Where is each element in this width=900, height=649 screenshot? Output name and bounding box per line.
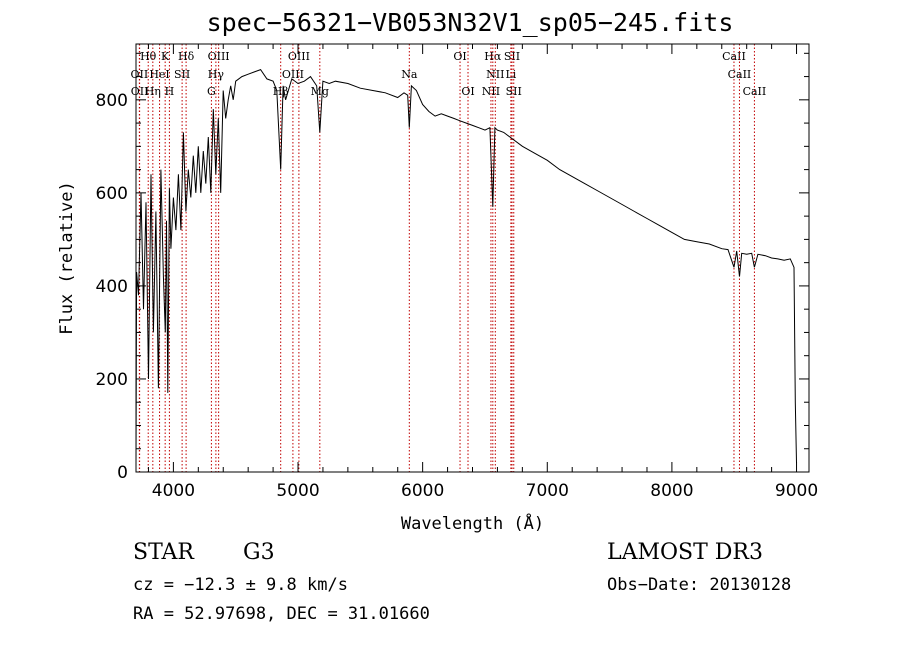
- y-axis-label: Flux (relative): [57, 181, 77, 335]
- x-tick-label: 5000: [276, 481, 319, 501]
- y-tick-label: 600: [96, 184, 128, 204]
- line-marker-label: CaII: [743, 85, 767, 98]
- line-marker-label: NII: [482, 85, 500, 98]
- y-tick-label: 0: [117, 463, 128, 483]
- x-axis-label: Wavelength (Å): [401, 512, 544, 534]
- y-tick-label: 200: [96, 370, 128, 390]
- line-marker-label: OIII: [282, 68, 304, 81]
- object-subclass: G3: [243, 540, 275, 565]
- line-marker-label: SII: [506, 85, 522, 98]
- redshift-cz: cz = −12.3 ± 9.8 km/s: [133, 575, 348, 595]
- line-marker-label: OI: [461, 85, 474, 98]
- observation-date: Obs−Date: 20130128: [607, 575, 792, 595]
- line-marker-label: SII: [174, 68, 190, 81]
- y-tick-label: 800: [96, 91, 128, 111]
- line-marker-label: OII: [131, 85, 149, 98]
- plot-frame: [135, 43, 810, 473]
- line-marker-label: OI: [453, 50, 466, 63]
- line-marker-label: CaII: [728, 68, 752, 81]
- line-marker-label: Hγ: [208, 68, 225, 81]
- line-marker-label: Hθ: [140, 50, 157, 63]
- y-tick-label: 400: [96, 277, 128, 297]
- chart-title: spec−56321−VB053N32V1_sp05−245.fits: [206, 8, 734, 37]
- spectrum-line: [135, 68, 797, 463]
- x-tick-label: 7000: [526, 481, 569, 501]
- line-marker-label: Li: [505, 68, 516, 81]
- line-marker-label: Hδ: [178, 50, 195, 63]
- survey-name: LAMOST DR3: [607, 540, 763, 565]
- line-marker-label: NII: [486, 68, 504, 81]
- x-tick-label: 8000: [650, 481, 693, 501]
- ra-dec-coordinates: RA = 52.97698, DEC = 31.01660: [133, 604, 430, 624]
- line-marker-label: Hα: [484, 50, 502, 63]
- x-tick-label: 4000: [152, 481, 195, 501]
- x-tick-label: 6000: [401, 481, 444, 501]
- line-marker-label: HeI: [149, 68, 169, 81]
- line-marker-label: K: [161, 50, 170, 63]
- line-marker-label: Hη: [145, 85, 161, 98]
- line-marker-label: SII: [504, 50, 520, 63]
- x-tick-label: 9000: [775, 481, 818, 501]
- line-marker-label: CaII: [722, 50, 746, 63]
- line-marker-label: G: [207, 85, 216, 98]
- line-marker-label: OIII: [288, 50, 310, 63]
- line-marker-label: H: [165, 85, 175, 98]
- line-marker-label: Na: [401, 68, 418, 81]
- line-marker-label: OIII: [208, 50, 230, 63]
- line-marker-label: Mg: [311, 85, 329, 98]
- line-marker-label: OII: [131, 68, 149, 81]
- object-class: STAR: [133, 540, 194, 565]
